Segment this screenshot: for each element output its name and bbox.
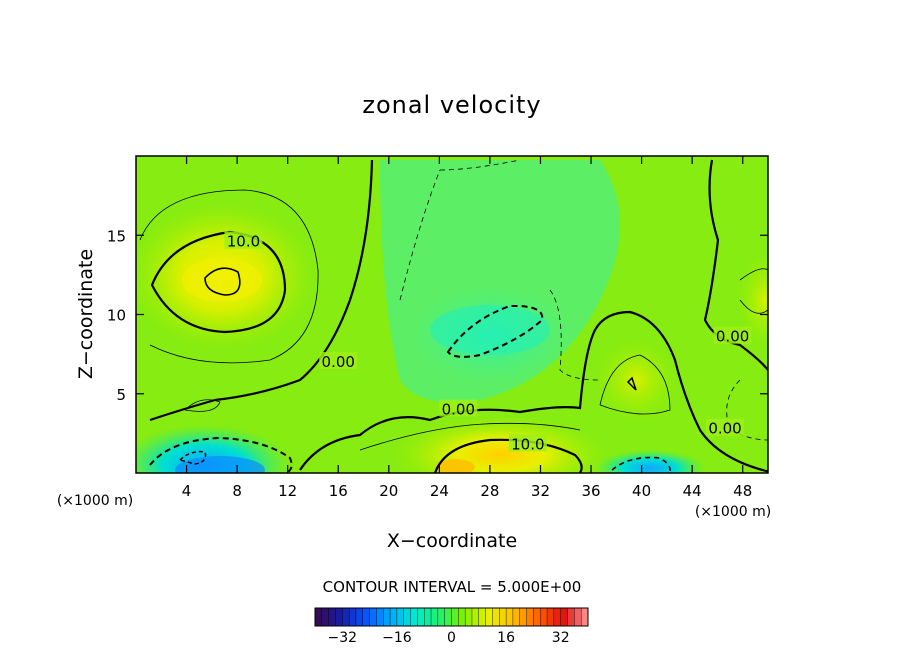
contour-label-bg: [319, 352, 358, 370]
colorbar-cell: [403, 607, 411, 627]
x-unit-left: (×1000 m): [57, 493, 133, 509]
x-tick-label: 4: [182, 482, 192, 500]
colorbar-cell: [328, 607, 336, 627]
colorbar-cell: [485, 607, 493, 627]
colorbar-cell: [546, 607, 555, 627]
colorbar-cell: [492, 607, 500, 627]
x-axis: 4 8 12 16 20 24 28 32 36 40 44 48: [182, 156, 752, 500]
x-axis-label: X−coordinate: [387, 530, 517, 552]
colorbar-cell: [430, 607, 439, 627]
colorbar-cell: [512, 607, 521, 627]
colorbar-cell: [383, 607, 391, 627]
colorbar-cell: [369, 607, 377, 627]
colorbar-cell: [355, 607, 364, 627]
colorbar-cell: [335, 607, 343, 627]
colorbar-cell: [417, 607, 425, 627]
x-tick-label: 40: [632, 482, 651, 500]
y-axis-label: Z−coordinate: [75, 249, 97, 379]
contour-label: 0.00: [708, 420, 741, 438]
x-tick-label: 16: [329, 482, 348, 500]
contour-label: 10.0: [227, 233, 260, 251]
contour-label-bg: [508, 434, 547, 452]
colorbar-cell: [567, 607, 575, 627]
colorbar-cell: [348, 607, 357, 627]
colorbar-cell: [314, 607, 323, 627]
contour-label: 0.00: [322, 353, 355, 371]
y-tick-label: 15: [107, 227, 126, 245]
velocity-field: [136, 156, 768, 473]
colorbar-cell: [376, 607, 384, 627]
contour-lines: [139, 159, 768, 473]
contour-label: 10.0: [511, 435, 544, 453]
colorbar-cell: [444, 607, 452, 627]
y-tick-label: 10: [107, 307, 126, 325]
colorbar-cell: [464, 607, 473, 627]
colorbar-ticks: −32 −16 0 16 32: [328, 630, 570, 646]
colorbar-cell: [321, 607, 330, 627]
colorbar-cell: [533, 607, 541, 627]
x-unit-right: (×1000 m): [695, 504, 771, 520]
contour-interval-label: CONTOUR INTERVAL = 5.000E+00: [323, 578, 582, 596]
contour-label: 0.00: [716, 328, 749, 346]
colorbar-cell: [389, 607, 398, 627]
colorbar-cell: [451, 607, 459, 627]
colorbar-cell: [410, 607, 418, 627]
chart-title: zonal velocity: [362, 91, 541, 119]
colorbar-cell: [519, 607, 527, 627]
x-tick-label: 36: [581, 482, 600, 500]
y-tick-label: 5: [116, 386, 126, 404]
colorbar-cell: [560, 607, 568, 627]
x-tick-label: 8: [232, 482, 242, 500]
colorbar-cell: [499, 607, 507, 627]
colorbar-cell: [437, 607, 446, 627]
colorbar-frame: [314, 607, 589, 627]
colorbar-cell: [574, 607, 582, 627]
colorbar-cell: [553, 607, 562, 627]
colorbar: [314, 607, 589, 627]
colorbar-cell: [342, 607, 350, 627]
colorbar-cell: [580, 607, 589, 627]
contour-label-bg: [439, 399, 478, 417]
x-tick-label: 44: [683, 482, 702, 500]
colorbar-cell: [362, 607, 370, 627]
colorbar-cell: [471, 607, 480, 627]
x-tick-label: 24: [430, 482, 449, 500]
x-tick-label: 20: [379, 482, 398, 500]
colorbar-tick-label: 16: [497, 630, 515, 646]
x-tick-label: 28: [480, 482, 499, 500]
contour-label-bg: [713, 326, 752, 344]
colorbar-cell: [540, 607, 548, 627]
colorbar-tick-label: 0: [447, 630, 456, 646]
contour-label-bg: [706, 418, 745, 436]
colorbar-cell: [424, 607, 432, 627]
colorbar-cell: [526, 607, 534, 627]
colorbar-cell: [396, 607, 405, 627]
colorbar-tick-label: −32: [328, 630, 358, 646]
contour-label-bg: [224, 231, 263, 249]
colorbar-tick-label: −16: [382, 630, 412, 646]
y-axis: 5 10 15: [107, 227, 768, 404]
contour-labels: 10.0 0.00 0.00 10.0 0.00 0.00: [224, 231, 752, 453]
x-tick-label: 12: [278, 482, 297, 500]
colorbar-cell: [478, 607, 487, 627]
x-tick-label: 32: [531, 482, 550, 500]
colorbar-cell: [505, 607, 514, 627]
contour-label: 0.00: [442, 401, 475, 419]
x-tick-label: 48: [733, 482, 752, 500]
colorbar-cell: [458, 607, 466, 627]
colorbar-tick-label: 32: [552, 630, 570, 646]
